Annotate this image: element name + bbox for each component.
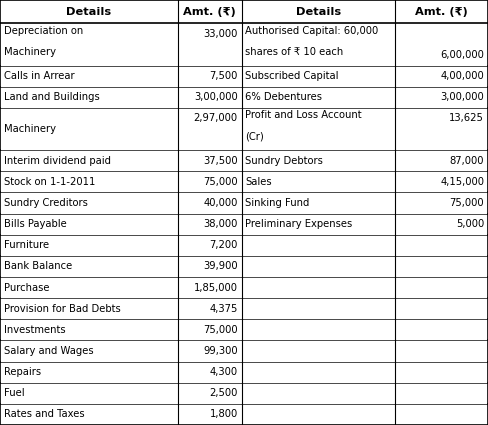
Text: Bills Payable: Bills Payable xyxy=(4,219,67,229)
Text: 1,800: 1,800 xyxy=(209,409,238,419)
Text: 6,00,000: 6,00,000 xyxy=(440,50,484,60)
Text: 4,375: 4,375 xyxy=(209,304,238,314)
Text: 38,000: 38,000 xyxy=(203,219,238,229)
Text: 4,00,000: 4,00,000 xyxy=(440,71,484,81)
Text: Land and Buildings: Land and Buildings xyxy=(4,92,100,102)
Text: (Cr): (Cr) xyxy=(245,131,264,142)
Text: 39,900: 39,900 xyxy=(203,261,238,272)
Text: Amt. (₹): Amt. (₹) xyxy=(415,7,468,17)
Text: Profit and Loss Account: Profit and Loss Account xyxy=(245,110,362,120)
Text: 40,000: 40,000 xyxy=(203,198,238,208)
Text: Interim dividend paid: Interim dividend paid xyxy=(4,156,111,166)
Text: Sales: Sales xyxy=(245,177,272,187)
Text: 75,000: 75,000 xyxy=(449,198,484,208)
Text: Authorised Capital: 60,000: Authorised Capital: 60,000 xyxy=(245,26,379,36)
Text: 87,000: 87,000 xyxy=(449,156,484,166)
Text: 75,000: 75,000 xyxy=(203,177,238,187)
Text: 1,85,000: 1,85,000 xyxy=(194,283,238,292)
Text: Depreciation on: Depreciation on xyxy=(4,26,83,36)
Text: 33,000: 33,000 xyxy=(203,29,238,39)
Text: Sundry Debtors: Sundry Debtors xyxy=(245,156,324,166)
Text: Preliminary Expenses: Preliminary Expenses xyxy=(245,219,353,229)
Text: Sinking Fund: Sinking Fund xyxy=(245,198,310,208)
Text: shares of ₹ 10 each: shares of ₹ 10 each xyxy=(245,47,344,57)
Text: Fuel: Fuel xyxy=(4,388,24,398)
Text: Subscribed Capital: Subscribed Capital xyxy=(245,71,339,81)
Text: 4,15,000: 4,15,000 xyxy=(440,177,484,187)
Text: Provision for Bad Debts: Provision for Bad Debts xyxy=(4,304,121,314)
Text: Rates and Taxes: Rates and Taxes xyxy=(4,409,84,419)
Text: Furniture: Furniture xyxy=(4,240,49,250)
Text: 3,00,000: 3,00,000 xyxy=(194,92,238,102)
Text: 99,300: 99,300 xyxy=(203,346,238,356)
Text: 6% Debentures: 6% Debentures xyxy=(245,92,323,102)
Text: Calls in Arrear: Calls in Arrear xyxy=(4,71,75,81)
Text: Stock on 1-1-2011: Stock on 1-1-2011 xyxy=(4,177,95,187)
Text: 2,97,000: 2,97,000 xyxy=(194,113,238,123)
Text: Machinery: Machinery xyxy=(4,124,56,134)
Text: Repairs: Repairs xyxy=(4,367,41,377)
Text: 75,000: 75,000 xyxy=(203,325,238,335)
Text: Machinery: Machinery xyxy=(4,47,56,57)
Text: 7,200: 7,200 xyxy=(209,240,238,250)
Text: 2,500: 2,500 xyxy=(209,388,238,398)
Text: Details: Details xyxy=(296,7,341,17)
Text: Bank Balance: Bank Balance xyxy=(4,261,72,272)
Text: 3,00,000: 3,00,000 xyxy=(440,92,484,102)
Text: 7,500: 7,500 xyxy=(209,71,238,81)
Text: 13,625: 13,625 xyxy=(449,113,484,123)
Text: Purchase: Purchase xyxy=(4,283,49,292)
Bar xyxy=(0,0,488,23)
Text: Details: Details xyxy=(66,7,112,17)
Text: 37,500: 37,500 xyxy=(203,156,238,166)
Text: Investments: Investments xyxy=(4,325,65,335)
Text: Amt. (₹): Amt. (₹) xyxy=(183,7,236,17)
Text: Sundry Creditors: Sundry Creditors xyxy=(4,198,88,208)
Text: 4,300: 4,300 xyxy=(209,367,238,377)
Text: Salary and Wages: Salary and Wages xyxy=(4,346,94,356)
Text: 5,000: 5,000 xyxy=(456,219,484,229)
